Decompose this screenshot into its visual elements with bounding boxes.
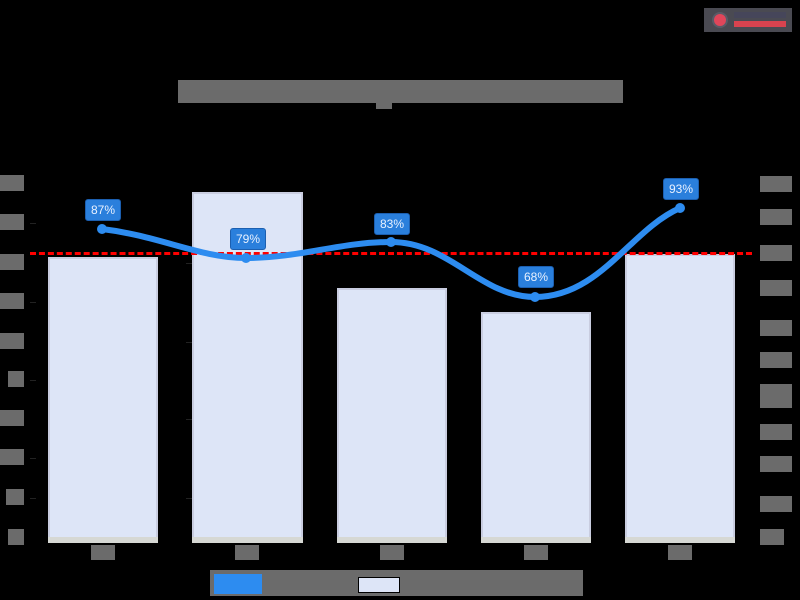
bar-2[interactable] <box>192 192 303 537</box>
bar-base <box>625 537 735 543</box>
grid-tick <box>186 498 192 499</box>
right-axis-label <box>760 209 792 225</box>
logo-text-line <box>734 21 786 27</box>
left-axis-label <box>0 333 24 349</box>
left-axis-label <box>8 529 24 545</box>
left-axis-label <box>0 449 24 465</box>
left-axis-label <box>0 214 24 230</box>
grid-tick <box>30 223 36 224</box>
grid-tick <box>30 458 36 459</box>
target-reference-line <box>30 252 752 255</box>
x-axis-label <box>91 545 115 560</box>
bar-3[interactable] <box>337 288 447 537</box>
right-axis-label <box>760 384 792 408</box>
grid-tick <box>30 498 36 499</box>
bar-4[interactable] <box>481 312 591 537</box>
bar-base <box>481 537 591 543</box>
logo-mark-icon <box>712 12 728 28</box>
right-axis-label <box>760 245 792 261</box>
legend-swatch-bar[interactable] <box>358 577 400 593</box>
legend-swatch-line[interactable] <box>214 574 262 594</box>
grid-tick <box>30 380 36 381</box>
left-axis-label <box>0 254 24 270</box>
left-axis-label <box>8 371 24 387</box>
grid-tick <box>186 342 192 343</box>
bar-base <box>192 537 303 543</box>
x-axis-label <box>380 545 404 560</box>
right-axis-label <box>760 529 784 545</box>
right-axis-label <box>760 280 792 296</box>
left-axis-label <box>6 489 24 505</box>
x-axis-label <box>235 545 259 560</box>
left-axis-label <box>0 293 24 309</box>
right-axis-label <box>760 352 792 368</box>
right-axis-label <box>760 176 792 192</box>
right-axis-label <box>760 320 792 336</box>
left-axis-label <box>0 410 24 426</box>
bar-1[interactable] <box>48 257 158 537</box>
right-axis-label <box>760 456 792 472</box>
chart-title <box>178 80 623 103</box>
bar-base <box>337 537 447 543</box>
data-label: 79% <box>230 228 267 250</box>
x-axis-label <box>524 545 548 560</box>
data-label: 93% <box>663 178 700 200</box>
data-label: 68% <box>518 266 555 288</box>
grid-tick <box>186 419 192 420</box>
bar-base <box>48 537 158 543</box>
logo-text-line <box>734 12 786 18</box>
grid-tick <box>186 263 192 264</box>
grid-tick <box>30 302 36 303</box>
right-axis-label <box>760 424 792 440</box>
bar-5[interactable] <box>625 254 735 537</box>
x-axis-label <box>668 545 692 560</box>
data-label: 83% <box>374 213 411 235</box>
chart-title-descender <box>376 103 392 109</box>
left-axis-label <box>0 175 24 191</box>
right-axis-label <box>760 496 792 512</box>
brand-logo <box>704 8 792 32</box>
data-label: 87% <box>85 199 122 221</box>
